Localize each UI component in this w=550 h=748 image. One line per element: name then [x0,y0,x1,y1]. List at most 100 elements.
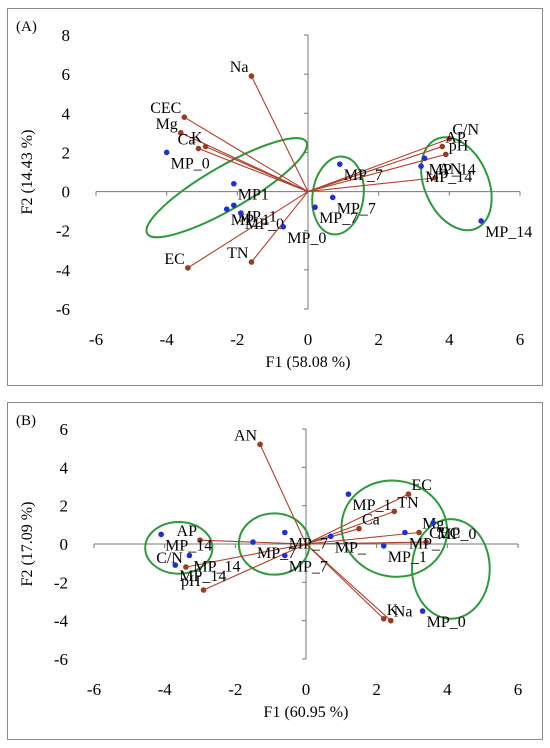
variable-point [356,525,362,532]
x-tick-label: 0 [304,330,313,349]
observation-label: MP_14 [193,559,240,576]
variable-point [446,135,453,142]
variable-label: EC [411,477,431,494]
observation-label: MP_0 [287,230,326,247]
y-tick-label: -2 [54,573,68,592]
variable-point [248,259,255,265]
observation-point [430,520,437,526]
variable-label: K [191,130,203,147]
variable-point [257,441,263,448]
y-tick-label: 2 [62,143,71,162]
y-tick-label: 6 [60,420,69,439]
variable-label: Na [394,604,413,621]
panel-label-a: (A) [16,19,37,35]
variable-point [405,491,412,497]
observation-point [329,194,336,201]
observation-point [163,149,170,156]
observation-point [158,531,164,538]
observation-point [238,210,244,216]
variable-vector-na [250,75,309,192]
variable-label: TN [397,494,419,511]
observation-point [421,155,428,162]
observation-point [418,163,424,169]
observation-label: MP_ [335,539,367,556]
x-tick-label: 4 [443,680,452,699]
variable-vector-k [305,543,385,620]
variable-point [439,143,446,150]
observation-label: MP1 [238,187,269,204]
observation-point [223,206,230,212]
y-tick-label: 4 [62,104,71,123]
observation-point [172,562,179,568]
variable-vector-tn [251,191,309,263]
variable-label: Mg [156,116,178,133]
x-tick-label: 6 [516,330,525,349]
variable-point [195,145,202,152]
y-tick-label: 2 [60,497,69,516]
observation-point [231,180,237,187]
x-tick-label: 2 [372,680,381,699]
variable-label: AN [438,161,462,178]
panel-label-b: (B) [16,413,36,429]
observation-label: MP_0 [245,216,284,233]
x-tick-label: 6 [514,680,523,699]
observation-label: MP_ [409,536,441,553]
x-tick-label: 0 [302,680,311,699]
chart-a: (A) -6 -4 -2 0 2 4 6 -6 -4 -2 0 2 4 6 8 F1 (58.08 %) F2 (… [16,19,532,371]
variable-point [181,114,188,120]
observation-point [250,539,256,545]
observation-label: MP_7 [289,536,328,553]
y-tick-label: -6 [56,300,70,319]
y-tick-label: 6 [62,65,71,84]
variable-vector-ph [307,153,446,193]
observation-label: MP_7 [337,200,376,217]
observation-label: MP_14 [165,537,212,554]
chart-b: (B) -6 -4 -2 0 2 4 6 -6 -4 -2 0 2 4 6 F1 (60.95 %) F2 (1… [16,413,523,721]
x-tick-label: -2 [230,330,244,349]
observation-label: MP_14 [429,161,476,178]
variable-label: AP [177,523,198,540]
observation-point [402,529,408,536]
variable-point [200,587,207,593]
variable-point [380,615,387,622]
variable-vector-cec [305,541,427,545]
y-axis-title: F2 (14.43 %) [19,130,36,215]
group-ellipse [411,518,491,620]
observation-point [312,204,318,211]
variable-point [388,617,394,624]
variable-vector-ph [203,543,307,591]
variable-point [423,539,429,545]
x-tick-label: -6 [89,330,103,349]
variable-vector-k [205,146,309,193]
variable-point [178,130,184,136]
variable-label: TN [227,245,249,262]
variable-point [185,265,191,271]
panel-a: (A) -6 -4 -2 0 2 4 6 -6 -4 -2 0 2 4 6 8 F1 (58.08 %) F2 (… [7,8,543,386]
variable-label: AP [445,130,466,147]
variable-vector-tn [305,510,395,545]
observation-label: MP_1 [352,497,391,514]
observation-label: MP_0 [437,526,476,543]
y-tick-label: -4 [56,261,71,280]
x-axis-title: F1 (60.95 %) [264,704,349,721]
observation-point [280,224,287,230]
group-ellipse [340,479,449,578]
variable-vector-cec [184,116,309,193]
observation-label: MP_0 [427,614,466,631]
y-tick-label: 0 [62,183,71,202]
x-axis-title: F1 (58.08 %) [266,354,351,371]
panel-b: (B) -6 -4 -2 0 2 4 6 -6 -4 -2 0 2 4 6 F1 (60.95 %) F2 (1… [7,402,543,740]
variable-vector-ec [187,191,309,269]
variable-label: pH [449,137,469,154]
group-ellipse [145,137,309,239]
x-tick-label: -6 [87,680,101,699]
y-tick-label: 4 [60,458,69,477]
observation-label: MP_1 [231,212,270,229]
group-ellipse [144,520,214,575]
y-axis-title: F2 (17.09 %) [19,502,36,587]
variable-vector-ec [305,493,409,545]
group-ellipse [311,155,365,236]
variable-vector-an [259,444,307,545]
variable-label: pH [181,573,201,590]
variable-label: EC [164,251,184,268]
